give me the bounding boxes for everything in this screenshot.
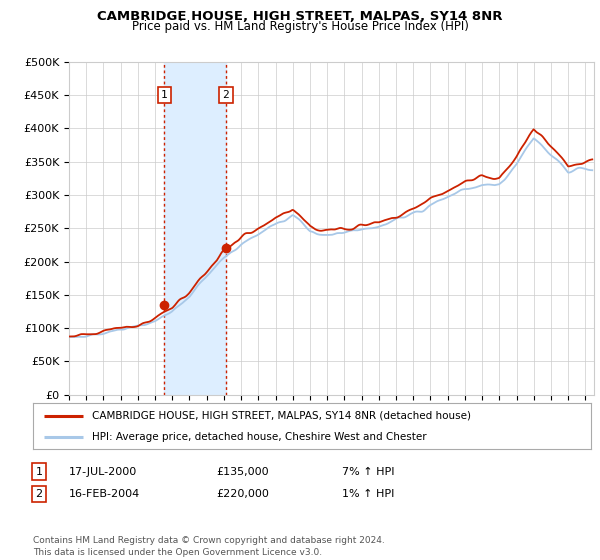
Text: HPI: Average price, detached house, Cheshire West and Chester: HPI: Average price, detached house, Ches…: [92, 432, 426, 442]
Text: Price paid vs. HM Land Registry's House Price Index (HPI): Price paid vs. HM Land Registry's House …: [131, 20, 469, 33]
Text: £220,000: £220,000: [216, 489, 269, 499]
Text: 1% ↑ HPI: 1% ↑ HPI: [342, 489, 394, 499]
Text: 1: 1: [35, 466, 43, 477]
Text: 2: 2: [35, 489, 43, 499]
Text: 16-FEB-2004: 16-FEB-2004: [69, 489, 140, 499]
Text: 17-JUL-2000: 17-JUL-2000: [69, 466, 137, 477]
Text: Contains HM Land Registry data © Crown copyright and database right 2024.
This d: Contains HM Land Registry data © Crown c…: [33, 536, 385, 557]
Text: 1: 1: [161, 90, 168, 100]
Text: £135,000: £135,000: [216, 466, 269, 477]
Text: CAMBRIDGE HOUSE, HIGH STREET, MALPAS, SY14 8NR: CAMBRIDGE HOUSE, HIGH STREET, MALPAS, SY…: [97, 10, 503, 23]
Text: 7% ↑ HPI: 7% ↑ HPI: [342, 466, 395, 477]
Text: 2: 2: [223, 90, 229, 100]
Text: CAMBRIDGE HOUSE, HIGH STREET, MALPAS, SY14 8NR (detached house): CAMBRIDGE HOUSE, HIGH STREET, MALPAS, SY…: [92, 410, 470, 421]
Bar: [164, 62, 226, 395]
